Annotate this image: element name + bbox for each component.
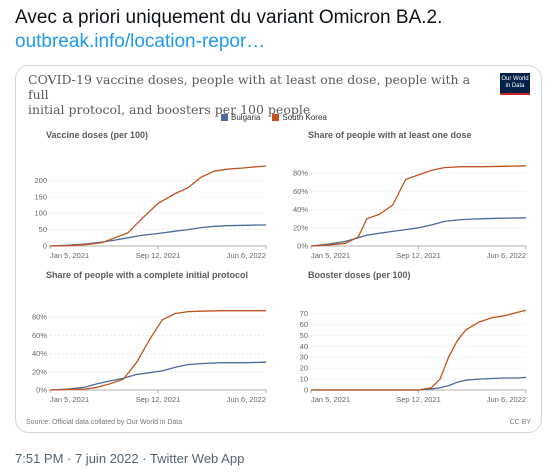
legend-swatch-bulgaria xyxy=(221,114,228,121)
panel-3-x-tick-label: Jan 5, 2021 xyxy=(50,395,89,404)
panel-1-y-tick-label: 50 xyxy=(39,225,47,234)
tweet-link[interactable]: outbreak.info/location-repor… xyxy=(15,31,266,52)
panel-1-x-tick-label: Jun 6, 2022 xyxy=(227,251,266,260)
chart-card[interactable]: COVID-19 vaccine doses, people with at l… xyxy=(15,65,542,433)
panel-1-y-tick-label: 0 xyxy=(43,242,47,251)
panel-2-title: Share of people with at least one dose xyxy=(308,130,472,140)
panel-1-series-bulgaria xyxy=(49,224,266,247)
owid-logo: Our World in Data xyxy=(500,73,530,95)
panel-1-series-south-korea xyxy=(49,165,267,247)
panel-1-x-tick-label: Jan 5, 2021 xyxy=(50,251,89,260)
panel-4-series-south-korea xyxy=(311,309,527,391)
panel-2-y-tick-label: 60% xyxy=(293,187,308,196)
panel-4-y-tick-label: 50 xyxy=(300,331,308,340)
panel-2-y-tick-label: 0% xyxy=(297,242,308,251)
panel-3-x-tick-label: Jun 6, 2022 xyxy=(227,395,266,404)
panel-1-x-tick-label: Sep 12, 2021 xyxy=(136,251,181,260)
panel-3-y-tick-label: 0% xyxy=(36,386,47,395)
legend-label-bulgaria: Bulgaria xyxy=(231,113,261,122)
panel-2-y-tick-label: 80% xyxy=(293,169,308,178)
license-note: CC BY xyxy=(509,419,531,426)
panel-2-series-bulgaria xyxy=(310,217,527,247)
panel-4-y-tick-label: 70 xyxy=(300,309,308,318)
tweet-text: Avec a priori uniquement du variant Omic… xyxy=(15,7,443,28)
tweet-timestamp[interactable]: 7:51 PM · 7 juin 2022 · Twitter Web App xyxy=(15,451,245,466)
panel-4-y-tick-label: 20 xyxy=(300,364,308,373)
panel-2-x-tick-label: Jan 5, 2021 xyxy=(311,251,350,260)
panel-4-y-tick-label: 40 xyxy=(300,342,308,351)
legend-item-south-korea: South Korea xyxy=(272,113,327,122)
owid-logo-line1: Our World xyxy=(501,76,529,82)
owid-logo-line2: in Data xyxy=(505,83,525,89)
panel-2-y-tick-label: 20% xyxy=(293,223,308,232)
panel-4-y-tick-label: 60 xyxy=(300,320,308,329)
panel-3-series-bulgaria xyxy=(49,361,267,391)
panel-2-series-south-korea xyxy=(310,165,527,247)
panel-4-title: Booster doses (per 100) xyxy=(308,270,411,280)
panel-4-x-tick-label: Jan 5, 2021 xyxy=(311,395,350,404)
panel-3-y-tick-label: 60% xyxy=(32,331,47,340)
panel-1-y-tick-label: 150 xyxy=(34,192,47,201)
panel-2-x-tick-label: Jun 6, 2022 xyxy=(487,251,526,260)
panel-4-y-tick-label: 10 xyxy=(300,375,308,384)
panel-3-y-tick-label: 20% xyxy=(32,367,47,376)
legend-item-bulgaria: Bulgaria xyxy=(221,113,260,122)
panel-4-x-tick-label: Sep 12, 2021 xyxy=(396,395,441,404)
panel-3-x-tick-label: Sep 12, 2021 xyxy=(136,395,181,404)
legend-swatch-south-korea xyxy=(272,114,280,121)
panel-1-y-tick-label: 200 xyxy=(34,176,47,185)
chart-title: COVID-19 vaccine doses, people with at l… xyxy=(28,72,478,117)
panel-3-y-tick-label: 80% xyxy=(32,313,47,322)
panel-2-x-tick-label: Sep 12, 2021 xyxy=(396,251,441,260)
panel-3-y-tick-label: 40% xyxy=(32,349,47,358)
panel-4-y-tick-label: 30 xyxy=(300,353,308,362)
panel-3-series-south-korea xyxy=(49,310,266,391)
legend-label-south-korea: South Korea xyxy=(282,113,327,122)
panel-2-y-tick-label: 40% xyxy=(293,205,308,214)
legend: Bulgaria South Korea xyxy=(221,113,327,122)
panel-4-y-tick-label: 0 xyxy=(304,386,308,395)
source-note: Source: Official data collated by Our Wo… xyxy=(26,419,183,426)
panel-1-y-tick-label: 100 xyxy=(34,209,47,218)
panel-1-title: Vaccine doses (per 100) xyxy=(46,130,148,140)
chart-title-line1: COVID-19 vaccine doses, people with at l… xyxy=(28,72,471,102)
panel-3-title: Share of people with a complete initial … xyxy=(46,270,248,280)
chart-title-line2: initial protocol, and boosters per 100 p… xyxy=(28,102,311,117)
panel-4-x-tick-label: Jun 6, 2022 xyxy=(487,395,526,404)
